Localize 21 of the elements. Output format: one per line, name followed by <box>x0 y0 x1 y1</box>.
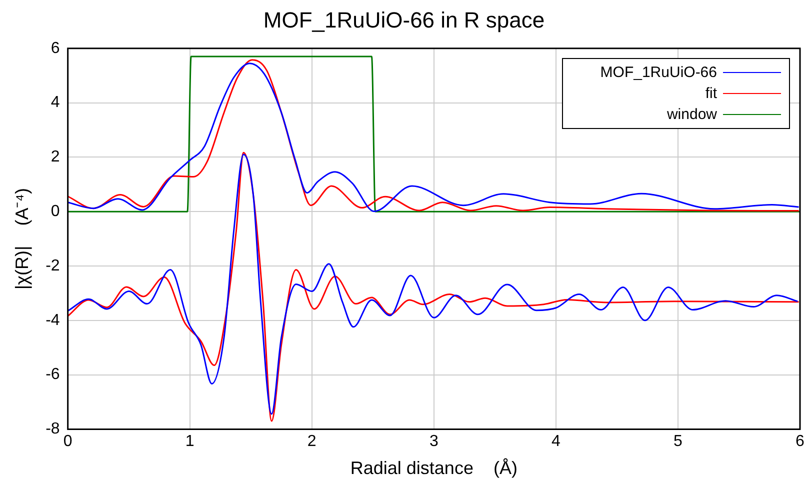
x-tick-label: 0 <box>63 433 72 450</box>
x-axis-title: Radial distance (Å) <box>350 458 518 478</box>
legend-label: MOF_1RuUiO-66 <box>600 63 717 84</box>
x-tick-label: 1 <box>185 433 194 450</box>
x-tick-label: 5 <box>674 433 683 450</box>
y-tick-label: -8 <box>46 420 60 438</box>
x-tick-label: 3 <box>429 433 438 450</box>
y-tick-label: -4 <box>46 312 60 329</box>
y-tick-label: 6 <box>50 40 60 57</box>
y-tick-label: -6 <box>46 366 60 384</box>
chart-title: MOF_1RuUiO-66 in R space <box>263 7 545 32</box>
legend-label: window <box>666 105 717 126</box>
y-tick-label: -2 <box>46 257 60 274</box>
y-axis-title: |χ(R)| (A⁻⁴) <box>12 188 32 290</box>
legend-label: fit <box>705 84 717 104</box>
y-tick-label: 0 <box>50 203 60 220</box>
x-tick-label: 6 <box>796 433 805 450</box>
x-tick-label: 4 <box>551 433 560 450</box>
y-tick-label: 2 <box>50 148 60 166</box>
x-tick-label: 2 <box>307 433 316 450</box>
y-tick-label: 4 <box>50 94 60 112</box>
